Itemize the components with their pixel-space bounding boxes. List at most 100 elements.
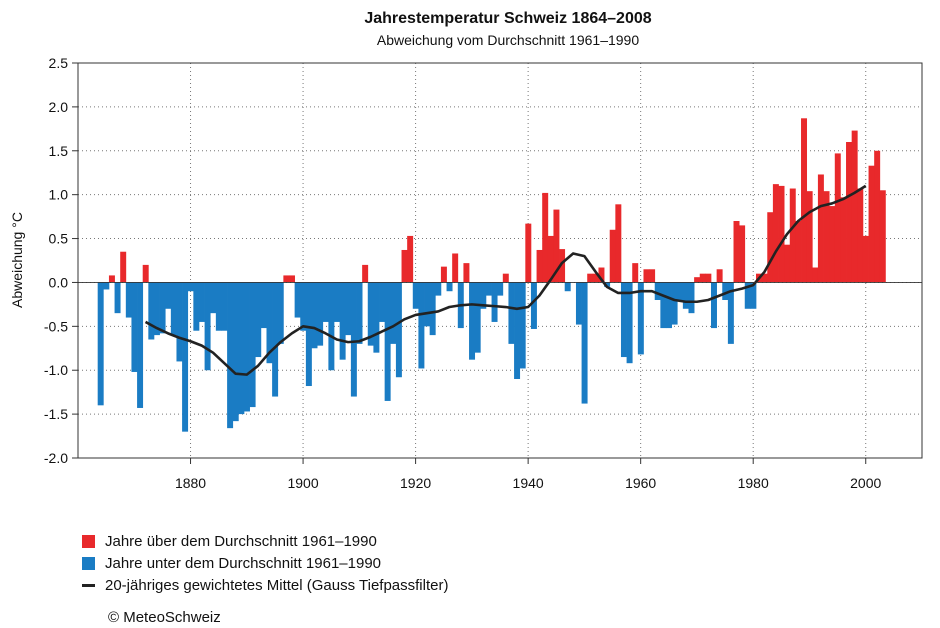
- bar-below: [575, 282, 582, 325]
- bar-below: [176, 282, 183, 362]
- bar-above: [401, 249, 408, 283]
- bar-above: [407, 235, 414, 283]
- bar-above: [879, 190, 886, 283]
- bar-above: [801, 118, 808, 283]
- bar-below: [435, 282, 442, 296]
- bar-below: [474, 282, 481, 353]
- bar-below: [429, 282, 436, 336]
- bar-below: [677, 282, 684, 300]
- chart-subtitle: Abweichung vom Durchschnitt 1961–1990: [377, 32, 639, 48]
- bar-above: [649, 269, 656, 283]
- bar-above: [502, 273, 509, 283]
- bar-below: [395, 282, 402, 378]
- bar-above: [542, 192, 549, 283]
- legend-swatch-smooth: [82, 583, 95, 587]
- bar-below: [379, 282, 386, 322]
- y-tick-label: 2.0: [49, 99, 69, 115]
- bar-above: [789, 188, 796, 283]
- y-axis-label: Abweichung °C: [9, 212, 25, 308]
- bar-above: [767, 212, 774, 283]
- bar-below: [137, 282, 144, 408]
- x-tick-label: 1960: [625, 475, 656, 491]
- bar-below: [367, 282, 374, 346]
- bar-below: [418, 282, 425, 369]
- bar-above: [587, 273, 594, 283]
- bar-below: [187, 282, 194, 292]
- bar-below: [660, 282, 667, 329]
- bar-below: [227, 282, 234, 429]
- bar-below: [210, 282, 217, 314]
- bar-above: [289, 275, 295, 283]
- bar-above: [592, 273, 599, 283]
- chart-title: Jahrestemperatur Schweiz 1864–2008: [364, 10, 651, 27]
- plot-frame: [77, 62, 923, 459]
- bar-above: [632, 263, 639, 283]
- bar-above: [874, 150, 881, 283]
- bar-above: [598, 267, 605, 283]
- bar-above: [283, 275, 290, 283]
- bar-below: [238, 282, 245, 415]
- bar-above: [609, 229, 616, 283]
- bar-above: [817, 174, 824, 283]
- bar-above: [142, 264, 149, 283]
- bar-below: [198, 282, 205, 322]
- bar-below: [390, 282, 397, 344]
- bar-above: [440, 266, 447, 283]
- bar-below: [744, 282, 751, 309]
- bar-below: [373, 282, 380, 353]
- bar-below: [497, 282, 504, 296]
- bar-above: [615, 204, 622, 283]
- bar-below: [305, 282, 312, 387]
- bar-above: [823, 191, 830, 283]
- bar-below: [750, 282, 757, 309]
- bar-below: [339, 282, 346, 360]
- x-tick-label: 1880: [175, 475, 206, 491]
- y-tick-label: -1.0: [44, 362, 68, 378]
- axes: 2.5 2.0 1.5 1.0 0.5 0.0 -0.5 -1.0 -1.5 -2.0 1880 19…: [44, 55, 923, 491]
- bar-below: [581, 282, 588, 404]
- bar-below: [727, 282, 734, 344]
- bar-below: [688, 282, 695, 314]
- bar-below: [446, 282, 453, 292]
- smooth-line-group: [144, 184, 867, 376]
- legend-label-above: Jahre über dem Durchschnitt 1961–1990: [105, 532, 377, 550]
- x-tick-label: 1900: [287, 475, 318, 491]
- bar-above: [772, 184, 779, 283]
- bar-above: [857, 188, 864, 283]
- bar-below: [170, 282, 177, 336]
- bar-below: [637, 282, 644, 355]
- bar-below: [356, 282, 363, 344]
- credit: © MeteoSchweiz: [108, 609, 221, 626]
- legend-label-smooth: 20-jähriges gewichtetes Mittel (Gauss Ti…: [105, 576, 449, 594]
- bar-below: [665, 282, 672, 329]
- bar-below: [345, 282, 352, 336]
- legend-label-below: Jahre unter dem Durchschnitt 1961–1990: [105, 554, 382, 572]
- bar-below: [317, 282, 324, 346]
- bar-below: [148, 282, 155, 340]
- bar-above: [778, 185, 785, 283]
- bar-above: [108, 275, 115, 283]
- legend: Jahre über dem Durchschnitt 1961–1990 Ja…: [82, 530, 448, 596]
- bar-below: [620, 282, 627, 358]
- bar-below: [626, 282, 633, 364]
- y-tick-label: 2.5: [49, 55, 69, 71]
- bar-below: [165, 282, 172, 309]
- legend-swatch-below: [82, 556, 95, 570]
- bar-below: [485, 282, 492, 296]
- bar-below: [334, 282, 340, 322]
- bar-below: [654, 282, 661, 300]
- bar-below: [294, 282, 301, 318]
- bar-below: [232, 282, 239, 422]
- bar-above: [525, 223, 532, 283]
- x-tick-label: 2000: [850, 475, 881, 491]
- bar-above: [536, 249, 543, 283]
- bar-series: [97, 118, 886, 432]
- bar-below: [530, 282, 537, 329]
- bar-below: [300, 282, 307, 331]
- bar-above: [694, 277, 701, 283]
- bar-below: [221, 282, 228, 331]
- y-tick-label: -2.0: [44, 450, 68, 466]
- bar-above: [840, 197, 847, 283]
- bar-below: [412, 282, 419, 309]
